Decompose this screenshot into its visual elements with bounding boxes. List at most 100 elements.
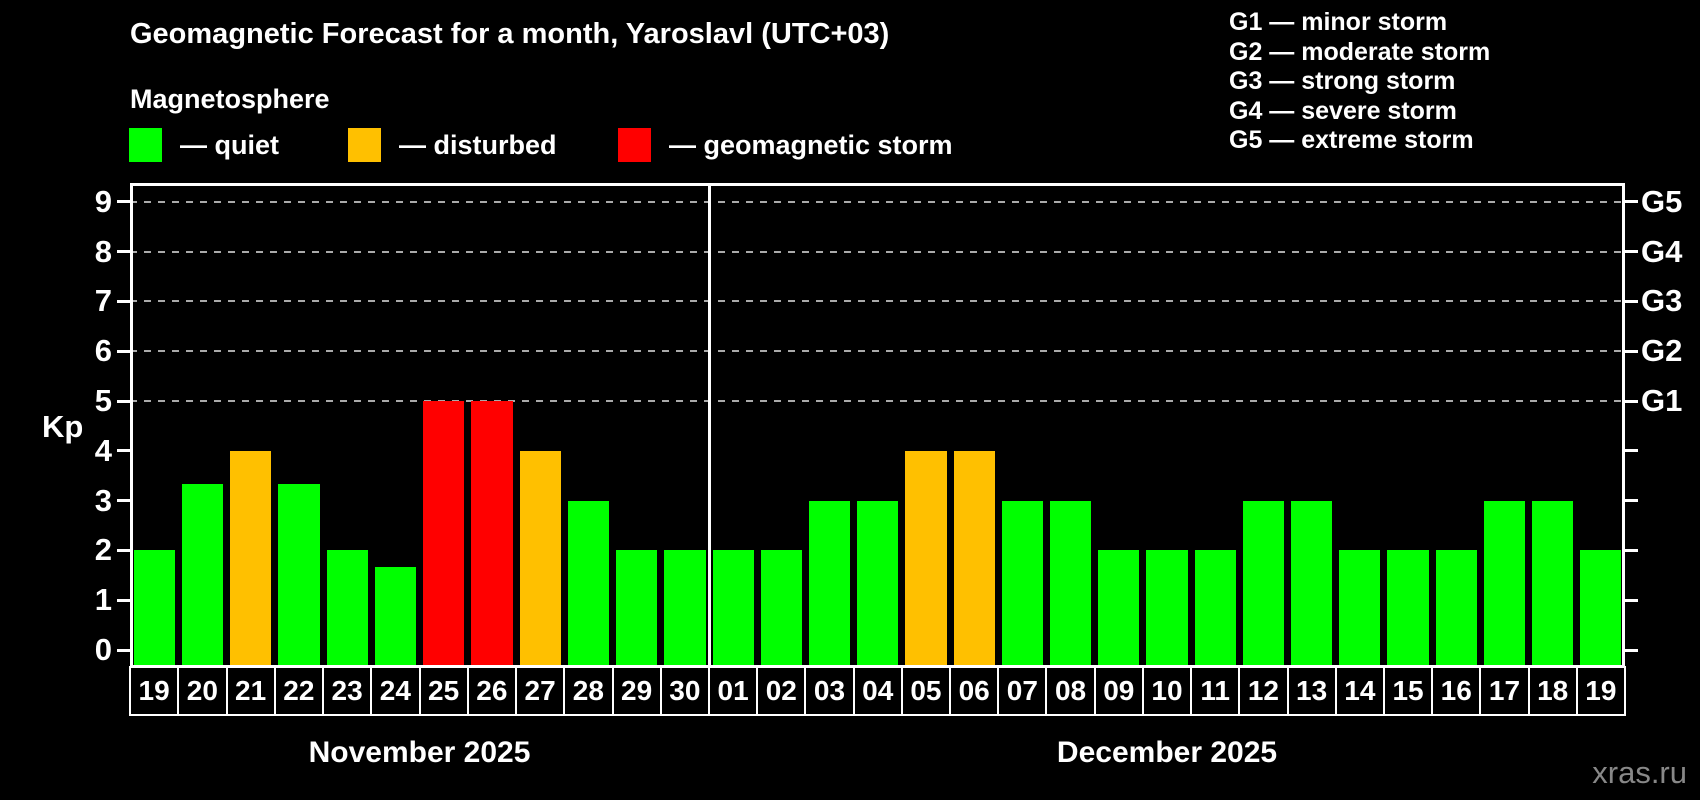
date-label: 20 — [177, 666, 228, 716]
right-axis-tick — [1625, 499, 1638, 503]
date-label: 15 — [1382, 666, 1434, 716]
right-axis-tick — [1625, 349, 1638, 353]
right-axis-tick — [1625, 548, 1638, 552]
kp-bar — [230, 450, 272, 668]
y-axis-tick-label: 7 — [94, 283, 112, 319]
kp-bar — [423, 401, 465, 668]
kp-bar — [1387, 550, 1429, 668]
gridline-g3 — [130, 300, 1625, 303]
date-label: 27 — [515, 666, 566, 716]
date-label: 05 — [900, 666, 952, 716]
date-label: 28 — [563, 666, 614, 716]
gridline-g1 — [130, 400, 1625, 402]
kp-bar — [1483, 500, 1526, 668]
y-axis-tick — [117, 648, 130, 652]
month-label: November 2025 — [308, 736, 531, 769]
date-label: 26 — [466, 666, 517, 716]
y-axis-tick — [117, 449, 130, 453]
y-axis-tick — [117, 250, 130, 254]
right-axis-tick — [1625, 200, 1638, 204]
date-label: 24 — [370, 666, 421, 716]
kp-bar — [1194, 550, 1236, 668]
right-axis-tick — [1625, 648, 1638, 652]
color-legend: — quiet — disturbed — geomagnetic storm — [0, 128, 1100, 168]
right-axis-tick — [1625, 449, 1638, 453]
y-axis-tick — [117, 299, 130, 303]
g-scale-legend: G1 — minor storm G2 — moderate storm G3 — … — [1229, 8, 1490, 156]
date-label: 16 — [1431, 666, 1482, 716]
date-label: 22 — [273, 666, 324, 716]
date-label: 06 — [949, 666, 1000, 716]
y-axis-title: Kp — [42, 409, 84, 444]
right-axis-tick — [1625, 598, 1638, 602]
date-label: 13 — [1286, 666, 1337, 716]
date-label: 19 — [1575, 666, 1626, 716]
y-axis-tick — [117, 349, 130, 353]
date-label: 07 — [997, 666, 1048, 716]
y-axis-tick — [117, 200, 130, 204]
kp-bar — [1146, 550, 1188, 668]
y-axis-tick-label: 3 — [94, 482, 112, 518]
kp-bar — [181, 484, 223, 668]
y-axis-tick — [117, 548, 130, 552]
date-label: 23 — [322, 666, 373, 716]
kp-bar — [326, 550, 368, 668]
y-axis-tick-label: 1 — [94, 582, 112, 618]
y-axis-tick — [117, 399, 130, 403]
kp-bar — [519, 450, 561, 668]
date-label: 02 — [756, 666, 807, 716]
kp-bar — [1291, 500, 1333, 668]
date-label: 01 — [708, 666, 759, 716]
legend-label: — geomagnetic storm — [669, 129, 953, 160]
legend-item-storm: — geomagnetic storm — [618, 128, 953, 162]
g-scale-tick-label: G3 — [1641, 283, 1683, 319]
kp-bar — [664, 550, 706, 668]
g-legend-line: G2 — moderate storm — [1229, 37, 1491, 66]
kp-bar — [953, 450, 995, 668]
right-axis-tick — [1625, 250, 1638, 254]
g-scale-tick-label: G1 — [1641, 383, 1683, 418]
date-label: 09 — [1093, 666, 1144, 716]
date-label: 04 — [852, 666, 903, 716]
g-scale-tick-label: G5 — [1641, 183, 1683, 219]
date-label: 19 — [129, 666, 180, 716]
y-axis-tick-label: 2 — [94, 532, 112, 568]
kp-bar — [1001, 500, 1043, 668]
y-axis-tick-label: 0 — [94, 632, 112, 667]
kp-bar — [1580, 550, 1622, 668]
date-label: 14 — [1334, 666, 1385, 716]
chart-title: Geomagnetic Forecast for a month, Yarosl… — [130, 18, 890, 50]
date-label: 18 — [1527, 666, 1578, 716]
y-axis-tick-label: 6 — [94, 333, 112, 369]
g-legend-line: G4 — severe storm — [1229, 96, 1457, 125]
date-label: 11 — [1190, 666, 1241, 716]
legend-label: — disturbed — [399, 129, 557, 160]
date-label: 30 — [659, 666, 710, 716]
gridline-g4 — [130, 250, 1625, 253]
g-legend-line: G3 — strong storm — [1229, 67, 1456, 95]
y-axis-tick — [117, 598, 130, 602]
disturbed-swatch-icon — [348, 128, 381, 162]
date-label: 21 — [225, 666, 276, 716]
g-scale-tick-label: G2 — [1641, 333, 1683, 369]
kp-bar — [1339, 550, 1381, 668]
date-label: 12 — [1238, 666, 1289, 716]
y-axis-tick-label: 8 — [94, 233, 112, 269]
date-label: 08 — [1045, 666, 1096, 716]
kp-bar — [857, 500, 899, 668]
kp-bar — [278, 484, 320, 668]
kp-bar — [567, 500, 609, 668]
g-legend-line: G1 — minor storm — [1229, 8, 1448, 36]
plot-area: G1 G2 G3 G4 G5 0 1 2 3 4 5 6 7 8 9 — [95, 183, 1682, 668]
month-label: December 2025 — [1056, 736, 1278, 769]
kp-bar — [712, 550, 754, 668]
date-label: 29 — [611, 666, 662, 716]
y-axis-tick-label: 4 — [94, 432, 112, 468]
kp-bar — [616, 550, 658, 668]
quiet-swatch-icon — [129, 128, 162, 162]
legend-item-quiet: — quiet — [129, 128, 279, 162]
chart-subtitle: Magnetosphere — [130, 84, 330, 114]
g-legend-line: G5 — extreme storm — [1229, 126, 1474, 154]
storm-swatch-icon — [618, 128, 651, 162]
kp-bar — [905, 450, 947, 668]
